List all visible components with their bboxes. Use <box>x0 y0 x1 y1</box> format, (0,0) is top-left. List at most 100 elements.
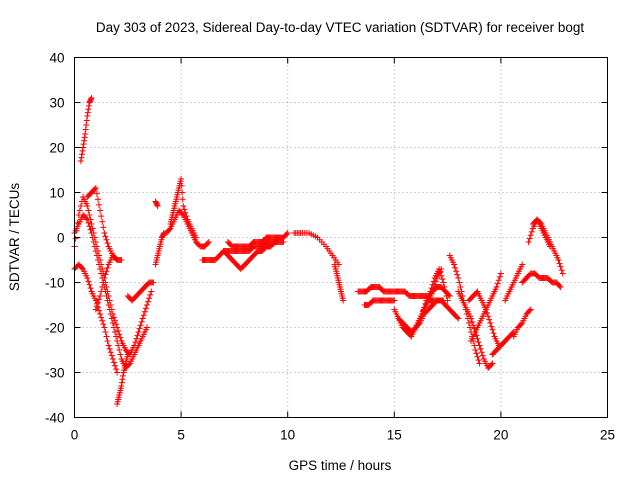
data-point <box>93 303 100 310</box>
data-point <box>87 226 94 233</box>
data-point <box>132 339 139 346</box>
data-point <box>113 333 120 340</box>
data-point <box>148 288 155 295</box>
data-point <box>104 338 111 344</box>
data-point <box>97 293 104 299</box>
data-point <box>109 320 116 326</box>
data-point <box>108 352 115 359</box>
data-point <box>556 260 563 267</box>
data-point <box>82 131 89 137</box>
data-point <box>485 313 492 320</box>
data-point <box>143 302 150 308</box>
data-point <box>487 320 494 326</box>
data-point <box>340 297 347 304</box>
data-point <box>76 207 83 214</box>
data-point <box>139 315 146 322</box>
data-point <box>115 327 122 334</box>
data-point <box>205 239 212 245</box>
data-point <box>456 279 463 286</box>
data-point <box>81 137 88 144</box>
data-point <box>479 352 486 359</box>
data-point <box>100 321 107 328</box>
data-point <box>154 203 161 209</box>
y-tick-label: 40 <box>49 51 64 66</box>
data-point <box>470 322 477 329</box>
data-point <box>283 231 290 238</box>
data-point <box>117 351 124 358</box>
data-point <box>107 349 114 356</box>
data-point <box>96 307 103 314</box>
data-point <box>82 126 89 133</box>
series-arc-n <box>225 230 291 250</box>
series-arc-i <box>152 230 168 268</box>
data-point <box>443 293 450 299</box>
series-arc-ae <box>525 216 566 277</box>
data-point <box>85 102 92 109</box>
data-point <box>102 271 109 278</box>
data-point <box>477 345 484 352</box>
data-point <box>475 339 482 346</box>
data-point <box>85 219 92 226</box>
series-arc-f <box>84 185 125 263</box>
x-axis-label: GPS time / hours <box>289 458 392 473</box>
series-arc-r <box>361 297 398 308</box>
data-point <box>92 185 99 191</box>
data-point <box>140 312 147 319</box>
data-point <box>453 268 460 275</box>
data-point <box>474 335 481 342</box>
data-point <box>72 235 79 242</box>
data-point <box>86 223 93 230</box>
data-point <box>204 240 211 247</box>
data-point <box>94 299 101 306</box>
y-tick-label: -40 <box>45 411 65 426</box>
data-point <box>440 279 447 286</box>
data-point <box>546 243 553 250</box>
y-tick-label: -30 <box>45 366 65 381</box>
data-point <box>441 284 448 290</box>
x-tick-label: 25 <box>600 428 615 443</box>
data-point <box>468 315 475 322</box>
plot-frame <box>74 57 608 418</box>
data-point <box>489 360 496 367</box>
data-point <box>422 300 429 307</box>
data-point <box>106 306 113 313</box>
data-point <box>489 326 496 333</box>
data-point <box>93 252 100 259</box>
data-point <box>118 383 125 389</box>
y-tick-label: 10 <box>49 186 64 201</box>
data-point <box>98 213 105 220</box>
data-point <box>145 298 152 305</box>
data-point <box>556 282 563 289</box>
data-point <box>437 269 444 276</box>
y-tick-label: 0 <box>57 231 65 246</box>
series-arc-j <box>167 176 200 241</box>
series-arc-k <box>163 207 212 250</box>
data-point <box>518 321 525 328</box>
data-point <box>116 347 123 353</box>
data-point <box>101 230 108 236</box>
data-point <box>490 330 497 337</box>
data-point <box>133 335 140 342</box>
data-point <box>450 261 457 268</box>
data-point <box>147 291 154 298</box>
series-arc-af <box>529 216 553 250</box>
data-point <box>471 342 478 349</box>
data-point <box>472 347 479 353</box>
data-point <box>89 234 96 241</box>
data-point <box>98 288 105 295</box>
data-point <box>476 360 483 367</box>
data-point <box>113 366 120 373</box>
data-point <box>154 201 161 208</box>
data-point <box>119 376 126 383</box>
data-point <box>455 315 462 322</box>
series-arc-early-rise <box>77 95 95 164</box>
data-point <box>104 240 111 247</box>
data-point <box>118 379 125 386</box>
data-point <box>136 325 143 332</box>
data-point <box>91 186 98 193</box>
data-point <box>85 106 92 113</box>
data-point <box>99 218 106 225</box>
data-point <box>475 357 482 364</box>
data-point <box>104 264 111 271</box>
